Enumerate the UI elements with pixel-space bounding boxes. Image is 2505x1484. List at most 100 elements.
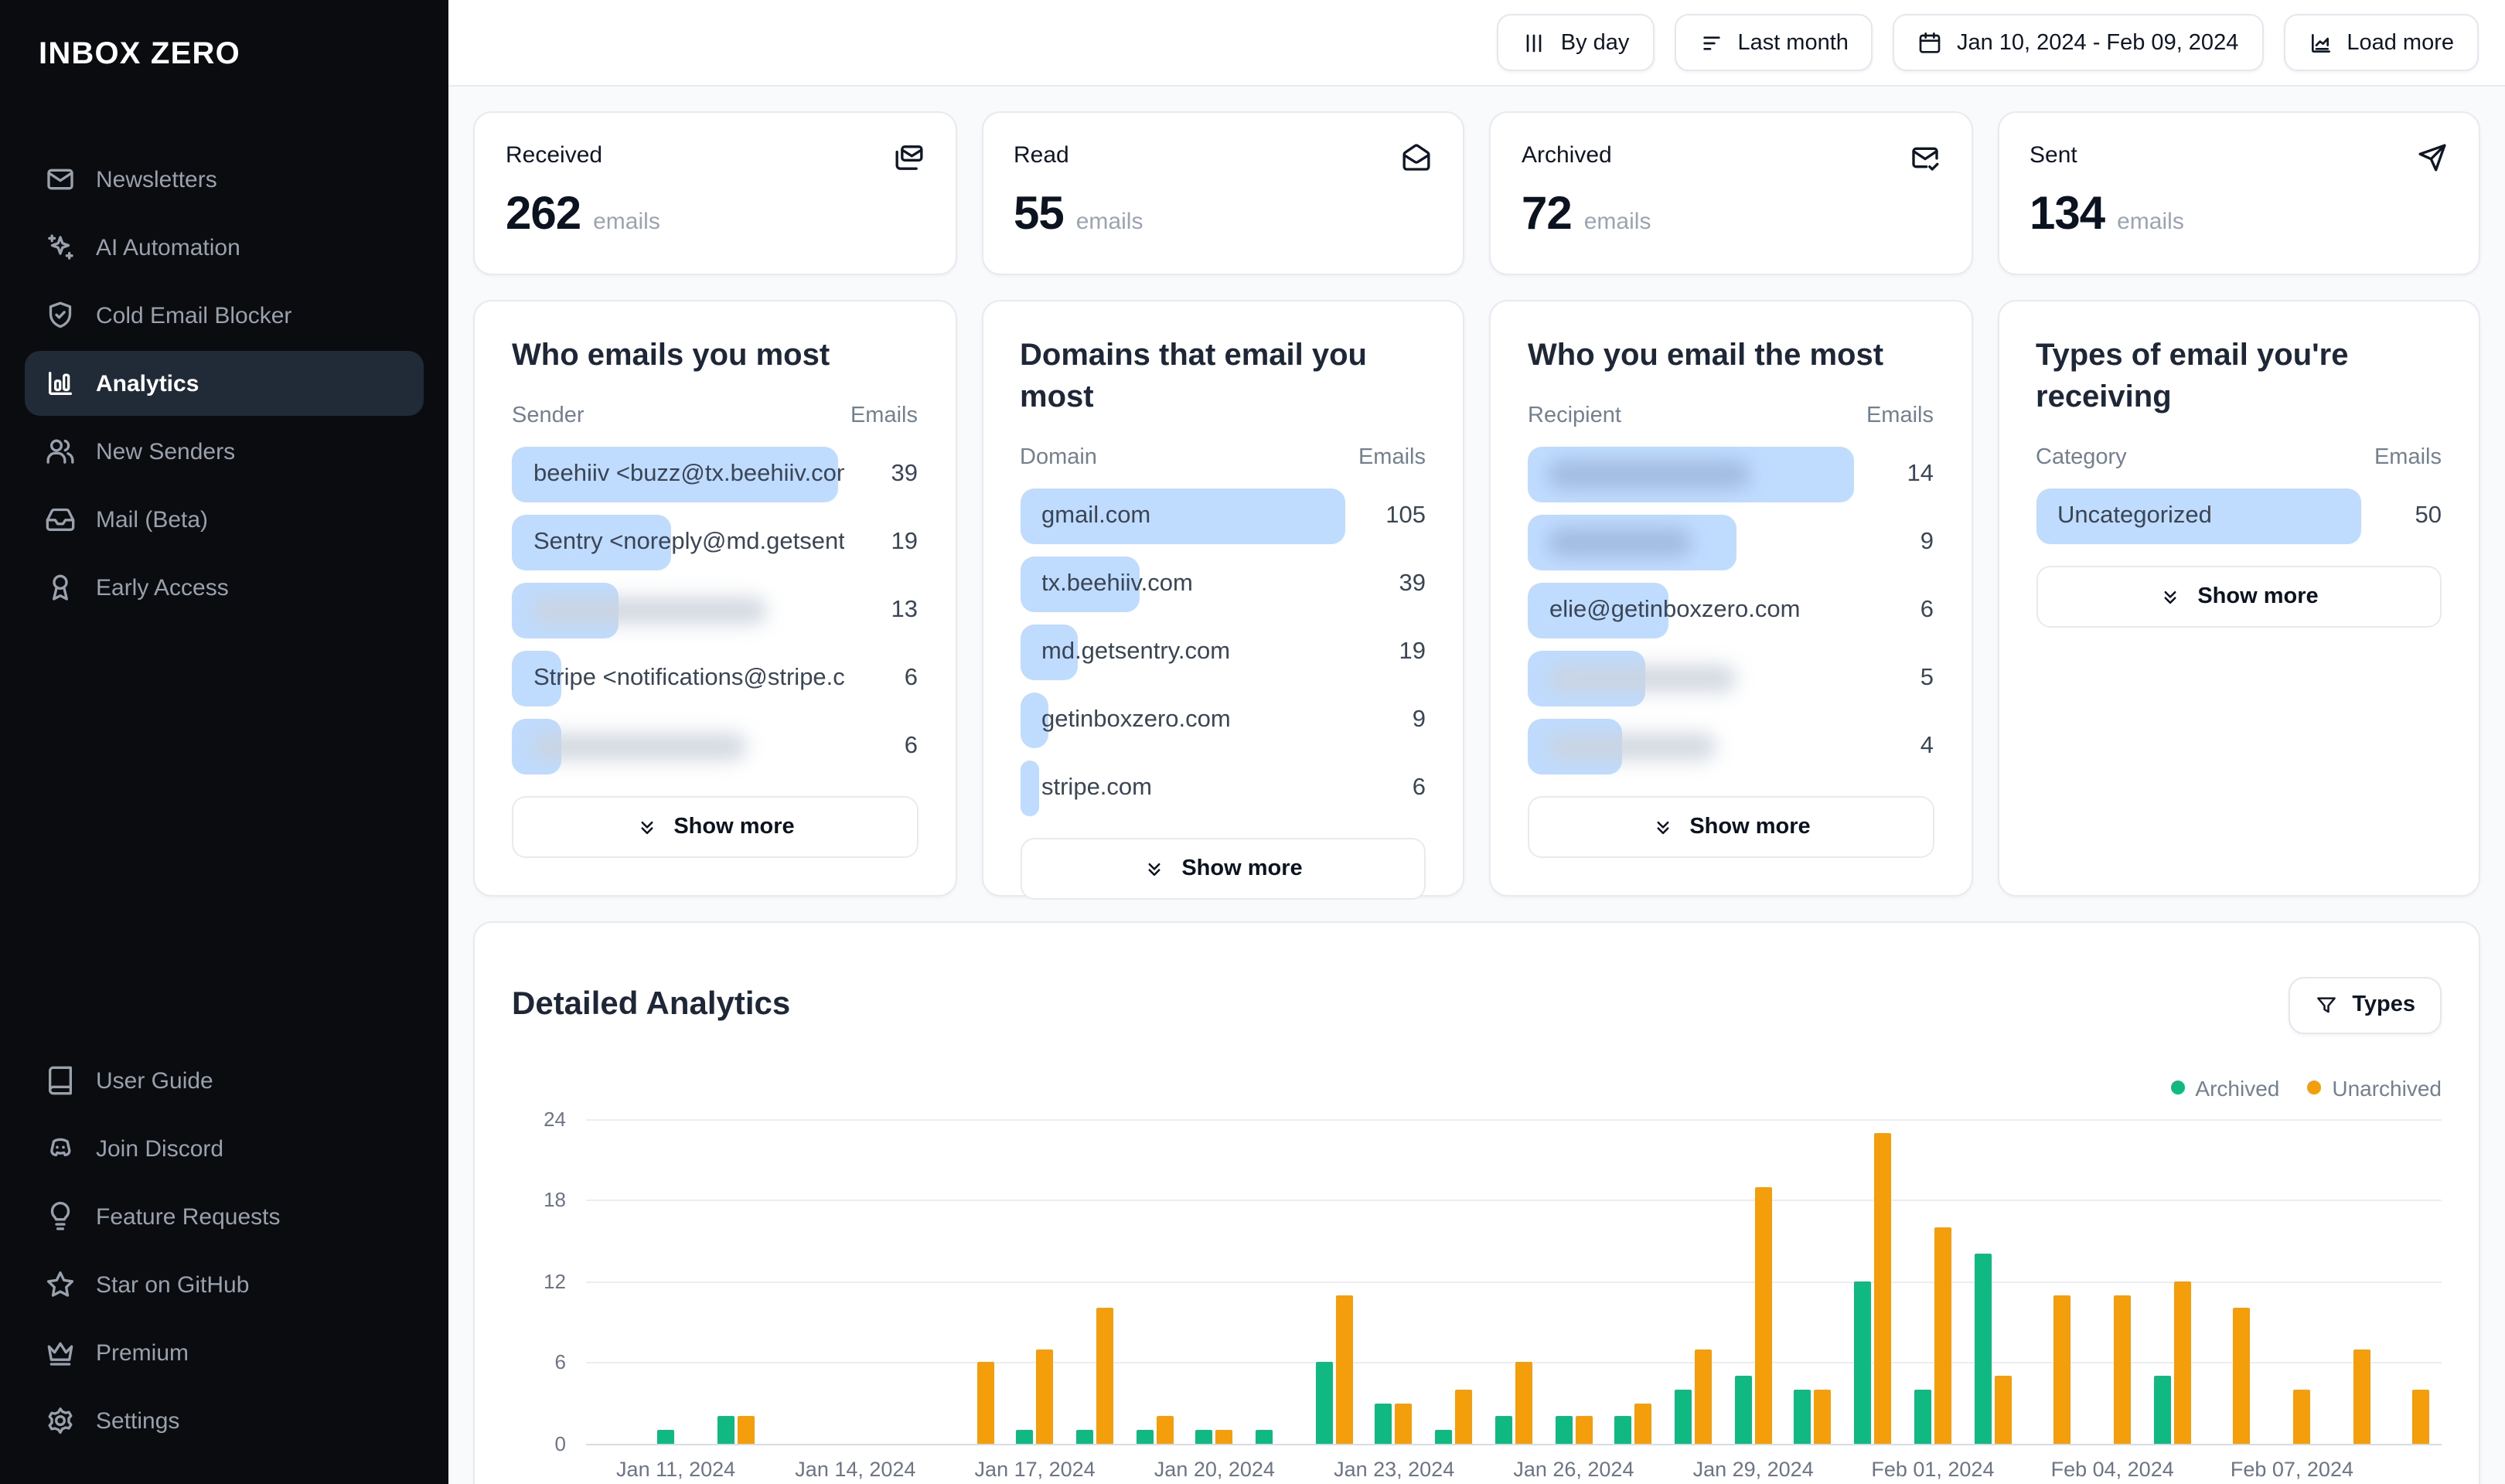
sidebar-item-mail-beta[interactable]: Mail (Beta)	[25, 487, 424, 552]
table-row: 6	[512, 719, 918, 774]
column-header: Emails	[1358, 445, 1426, 470]
bar-group	[586, 1119, 646, 1444]
sidebar-item-label: Newsletters	[96, 166, 217, 192]
sidebar-item-feature-requests[interactable]: Feature Requests	[25, 1184, 424, 1249]
stat-label: Read	[1014, 142, 1069, 168]
x-tick-label: Jan 26, 2024	[1513, 1457, 1634, 1481]
column-header: Emails	[2374, 445, 2442, 470]
types-filter-button[interactable]: Types	[2289, 976, 2442, 1034]
row-value-bar	[512, 515, 672, 570]
sparkles-icon	[45, 232, 76, 263]
show-more-button[interactable]: Show more	[1020, 838, 1426, 900]
bar-unarchived	[1814, 1389, 1832, 1444]
show-more-button[interactable]: Show more	[512, 796, 918, 858]
row-label: getinboxzero.com	[1041, 706, 1231, 733]
stat-card-sent: Sent 134 emails	[1997, 111, 2480, 275]
table-row: 14	[1528, 447, 1934, 502]
row-label: stripe.com	[1041, 774, 1152, 801]
table-row: Uncategorized 50	[2036, 488, 2442, 544]
chevrons-down-icon	[1143, 857, 1166, 880]
table-header: Category Emails	[2036, 445, 2442, 470]
sidebar-item-cold-email-blocker[interactable]: Cold Email Blocker	[25, 283, 424, 348]
sidebar-item-early-access[interactable]: Early Access	[25, 555, 424, 620]
row-label: Uncategorized	[2057, 502, 2212, 529]
x-tick-label: Jan 29, 2024	[1692, 1457, 1814, 1481]
sidebar-item-user-guide[interactable]: User Guide	[25, 1048, 424, 1113]
legend-label: Archived	[2195, 1075, 2280, 1101]
stat-value: 134	[2030, 189, 2105, 240]
y-tick-label: 24	[544, 1107, 566, 1131]
topbar-button-load-more[interactable]: Load more	[2283, 14, 2479, 71]
topbar-button-last-month[interactable]: Last month	[1674, 14, 1873, 71]
column-header: Domain	[1020, 445, 1097, 470]
legend-label: Unarchived	[2332, 1075, 2442, 1101]
row-label: tx.beehiiv.com	[1041, 570, 1193, 597]
bar-unarchived	[1215, 1430, 1233, 1444]
y-tick-label: 18	[544, 1188, 566, 1212]
bar-archived	[1016, 1430, 1034, 1444]
sidebar-item-label: Settings	[96, 1407, 180, 1434]
row-count: 5	[1920, 665, 1934, 691]
y-tick-label: 12	[544, 1269, 566, 1293]
stat-label: Sent	[2030, 142, 2077, 168]
row-count: 4	[1920, 733, 1934, 759]
bar-archived	[1256, 1430, 1273, 1444]
ribbon-icon	[53, 574, 69, 601]
sidebar-item-ai-automation[interactable]: AI Automation	[25, 215, 424, 280]
shield-check-icon	[45, 300, 76, 331]
sidebar-item-star-on-github[interactable]: Star on GitHub	[25, 1252, 424, 1317]
row-bar-area	[1528, 719, 1853, 774]
table-row: elie@getinboxzero.com 6	[1528, 583, 1934, 638]
show-more-button[interactable]: Show more	[2036, 566, 2442, 628]
bar-archived	[1914, 1389, 1931, 1444]
row-label: elie@getinboxzero.com	[1549, 597, 1801, 623]
inbox-icon	[46, 508, 75, 531]
bar-unarchived	[1156, 1416, 1174, 1444]
show-more-button[interactable]: Show more	[1528, 796, 1934, 858]
bar-unarchived	[1634, 1403, 1652, 1444]
table-row: 9	[1528, 515, 1934, 570]
bars-layer	[586, 1119, 2442, 1444]
gridline	[586, 1281, 2442, 1283]
row-count: 39	[891, 461, 918, 487]
row-count: 6	[904, 665, 918, 691]
sidebar-item-new-senders[interactable]: New Senders	[25, 419, 424, 484]
sidebar-item-label: User Guide	[96, 1067, 213, 1094]
table-row: getinboxzero.com 9	[1020, 693, 1426, 748]
bar-unarchived	[1695, 1349, 1712, 1444]
sidebar-item-premium[interactable]: Premium	[25, 1320, 424, 1385]
sidebar-item-analytics[interactable]: Analytics	[25, 351, 424, 416]
bar-group	[826, 1119, 885, 1444]
shield-check-icon	[49, 301, 72, 328]
table-row: tx.beehiiv.com 39	[1020, 556, 1426, 612]
sidebar-item-settings[interactable]: Settings	[25, 1388, 424, 1453]
sidebar-item-label: AI Automation	[96, 234, 240, 260]
bar-unarchived	[2113, 1295, 2131, 1444]
sidebar-item-join-discord[interactable]: Join Discord	[25, 1116, 424, 1181]
chart-line-icon	[2308, 30, 2333, 55]
bar-group	[706, 1119, 765, 1444]
stat-value-row: 72 emails	[1522, 189, 1940, 241]
row-value-bar	[1020, 625, 1079, 680]
sidebar-item-newsletters[interactable]: Newsletters	[25, 147, 424, 212]
row-count: 13	[891, 597, 918, 623]
row-value-bar	[1020, 761, 1040, 816]
bar-group	[2142, 1119, 2202, 1444]
row-bar-area: tx.beehiiv.com	[1020, 556, 1345, 612]
bar-archived	[1854, 1281, 1872, 1444]
mails-icon	[893, 142, 924, 173]
bar-group	[885, 1119, 945, 1444]
topbar-button-jan-10-2024-feb-09-2024[interactable]: Jan 10, 2024 - Feb 09, 2024	[1893, 14, 2264, 71]
topbar-button-label: Last month	[1737, 30, 1849, 55]
bar-group	[1783, 1119, 1842, 1444]
bar-unarchived	[1754, 1186, 1772, 1444]
topbar-button-by-day[interactable]: By day	[1497, 14, 1655, 71]
bar-archived	[1675, 1389, 1692, 1444]
bar-archived	[1195, 1430, 1213, 1444]
bar-unarchived	[1395, 1403, 1413, 1444]
table-header: Domain Emails	[1020, 445, 1426, 470]
discord-icon	[50, 1138, 71, 1156]
sidebar-item-label: Feature Requests	[96, 1203, 281, 1230]
chevrons-down-icon	[1651, 815, 1674, 839]
